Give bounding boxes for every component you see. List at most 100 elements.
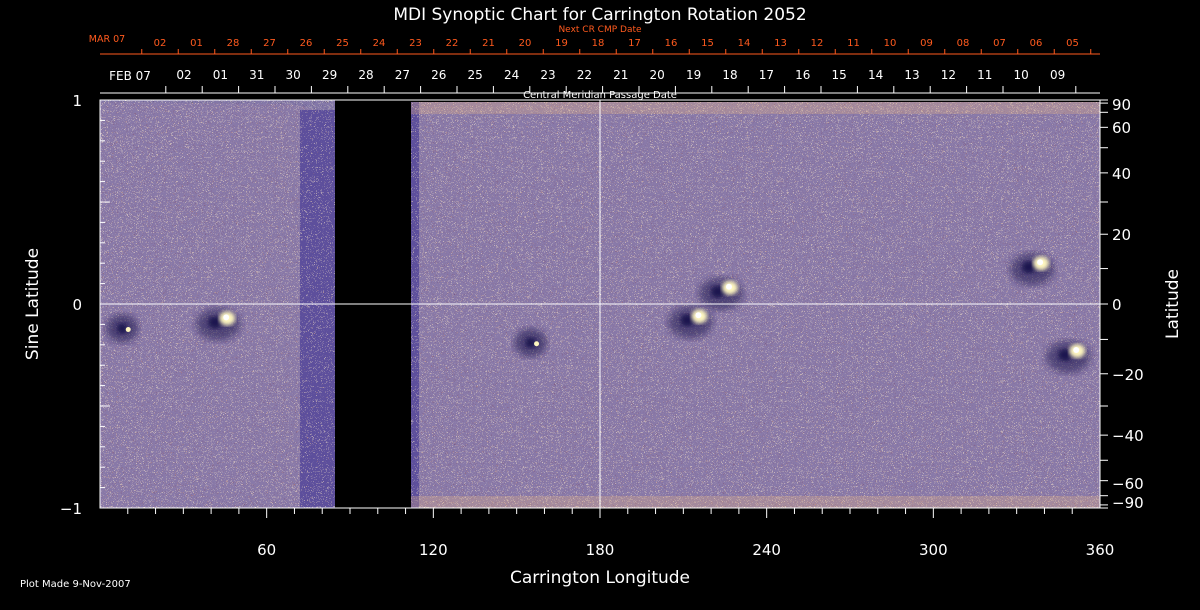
next-cr-axis-title: Next CR CMP Date xyxy=(558,25,642,35)
next-cr-tick-label: 19 xyxy=(555,38,568,49)
next-cr-tick-label: 09 xyxy=(920,38,933,49)
cmp-tick-label: 19 xyxy=(686,68,701,82)
positive-core xyxy=(695,312,702,319)
active-region xyxy=(514,328,547,357)
cmp-tick-label: 23 xyxy=(540,68,555,82)
y-right-tick-label: −90 xyxy=(1112,494,1144,512)
x-tick-label: 240 xyxy=(752,541,781,559)
next-cr-tick-label: 06 xyxy=(1030,38,1043,49)
negative-polarity xyxy=(680,314,695,327)
chart-title: MDI Synoptic Chart for Carrington Rotati… xyxy=(393,5,806,25)
active-regions xyxy=(106,253,1091,373)
cmp-tick-label: 31 xyxy=(249,68,264,82)
y-right-tick-label: 90 xyxy=(1112,96,1131,114)
next-cr-tick-label: 15 xyxy=(701,38,714,49)
next-cr-tick-label: 26 xyxy=(300,38,313,49)
next-cr-tick-label: 05 xyxy=(1066,38,1079,49)
cmp-tick-label: 21 xyxy=(613,68,628,82)
magnetogram-field xyxy=(100,100,1100,508)
next-cr-tick-label: 14 xyxy=(738,38,751,49)
y-right-tick-label: 20 xyxy=(1112,226,1131,244)
cmp-tick-label: 18 xyxy=(722,68,737,82)
cmp-axis-title: Central Meridian Passage Date xyxy=(523,90,677,101)
next-cr-tick-label: 17 xyxy=(628,38,641,49)
next-cr-tick-label: 08 xyxy=(957,38,970,49)
next-cr-tick-label: 23 xyxy=(409,38,422,49)
next-cr-tick-label: 27 xyxy=(263,38,276,49)
y-axis-right-label: Latitude xyxy=(1163,269,1183,339)
y-axis-right-ticks: 90 60 40 20 0 −20 −40 −60−90 xyxy=(1100,96,1144,512)
cmp-tick-label: 25 xyxy=(468,68,483,82)
y-axis-left-label: Sine Latitude xyxy=(23,248,43,360)
negative-polarity xyxy=(208,316,223,329)
y-right-tick-label: −20 xyxy=(1112,366,1144,384)
x-tick-label: 360 xyxy=(1086,541,1115,559)
negative-polarity xyxy=(525,337,536,348)
next-cr-tick-label: 02 xyxy=(154,38,167,49)
cmp-tick-label: 27 xyxy=(395,68,410,82)
y-left-tick-label: −1 xyxy=(60,500,82,518)
positive-core xyxy=(1073,346,1080,353)
cmp-tick-label: 20 xyxy=(650,68,665,82)
active-region xyxy=(1046,340,1091,373)
plot-made-note: Plot Made 9-Nov-2007 xyxy=(20,579,131,590)
active-region xyxy=(699,277,743,310)
negative-polarity xyxy=(117,323,128,334)
x-tick-label: 60 xyxy=(257,541,276,559)
y-right-tick-label: 40 xyxy=(1112,165,1131,183)
cmp-tick-label: 12 xyxy=(941,68,956,82)
next-cr-tick-label: 13 xyxy=(774,38,787,49)
next-cr-tick-label: 20 xyxy=(519,38,532,49)
x-tick-label: 300 xyxy=(919,541,948,559)
next-cr-tick-label: 10 xyxy=(884,38,897,49)
next-cr-tick-label: 12 xyxy=(811,38,824,49)
x-axis-ticks: 60 120 180 240 300 360 xyxy=(127,508,1115,559)
cmp-tick-label: 29 xyxy=(322,68,337,82)
negative-polarity xyxy=(1022,261,1037,274)
positive-core xyxy=(1037,259,1044,266)
next-cr-tick-label: 07 xyxy=(993,38,1006,49)
data-right-segment xyxy=(411,102,1100,508)
y-right-tick-label: 60 xyxy=(1112,119,1131,137)
cmp-tick-label: 22 xyxy=(577,68,592,82)
x-tick-label: 120 xyxy=(419,541,448,559)
next-cr-tick-label: 01 xyxy=(190,38,203,49)
next-cr-tick-label: 18 xyxy=(592,38,605,49)
cmp-tick-label: 13 xyxy=(904,68,919,82)
x-axis-label: Carrington Longitude xyxy=(510,568,690,588)
next-cr-first-label: MAR 07 xyxy=(89,34,125,45)
positive-fleck xyxy=(534,341,540,347)
active-region xyxy=(1010,253,1055,286)
next-cr-tick-label: 22 xyxy=(446,38,459,49)
cmp-tick-label: 24 xyxy=(504,68,519,82)
y-left-tick-label: 1 xyxy=(72,92,82,110)
next-cr-tick-label: 28 xyxy=(227,38,240,49)
cmp-tick-label: 02 xyxy=(176,68,191,82)
active-region xyxy=(196,308,241,341)
y-right-tick-label: −40 xyxy=(1112,427,1144,445)
next-cr-tick-label: 25 xyxy=(336,38,349,49)
y-axis-left-ticks: 1 0 −1 xyxy=(60,92,110,518)
cmp-tick-label: 17 xyxy=(759,68,774,82)
positive-core xyxy=(726,283,732,290)
cmp-tick-label: 10 xyxy=(1014,68,1029,82)
y-right-tick-label: 0 xyxy=(1112,296,1122,314)
cmp-tick-label: 14 xyxy=(868,68,883,82)
next-cr-axis-ticks: 02 01 28 27 26 25 24 23 22 21 20 19 18 17 16 15 14 13 12 11… xyxy=(141,38,1092,54)
y-left-tick-label: 0 xyxy=(72,296,82,314)
cmp-axis-ticks: 02 01 31 30 29 28 27 26 25 24 23 22 21 20 19 18 17 16 15 14… xyxy=(165,68,1077,93)
cmp-tick-label: 28 xyxy=(358,68,373,82)
next-cr-tick-label: 24 xyxy=(373,38,386,49)
x-tick-label: 180 xyxy=(586,541,615,559)
cmp-tick-label: 09 xyxy=(1050,68,1065,82)
cmp-tick-label: 30 xyxy=(286,68,301,82)
cmp-tick-label: 15 xyxy=(832,68,847,82)
cmp-tick-label: 26 xyxy=(431,68,446,82)
negative-polarity xyxy=(711,285,725,298)
positive-fleck xyxy=(125,326,131,332)
cmp-first-label: FEB 07 xyxy=(109,69,151,83)
cmp-tick-label: 16 xyxy=(795,68,810,82)
active-region xyxy=(106,314,139,343)
active-region xyxy=(668,306,713,339)
next-cr-tick-label: 16 xyxy=(665,38,678,49)
